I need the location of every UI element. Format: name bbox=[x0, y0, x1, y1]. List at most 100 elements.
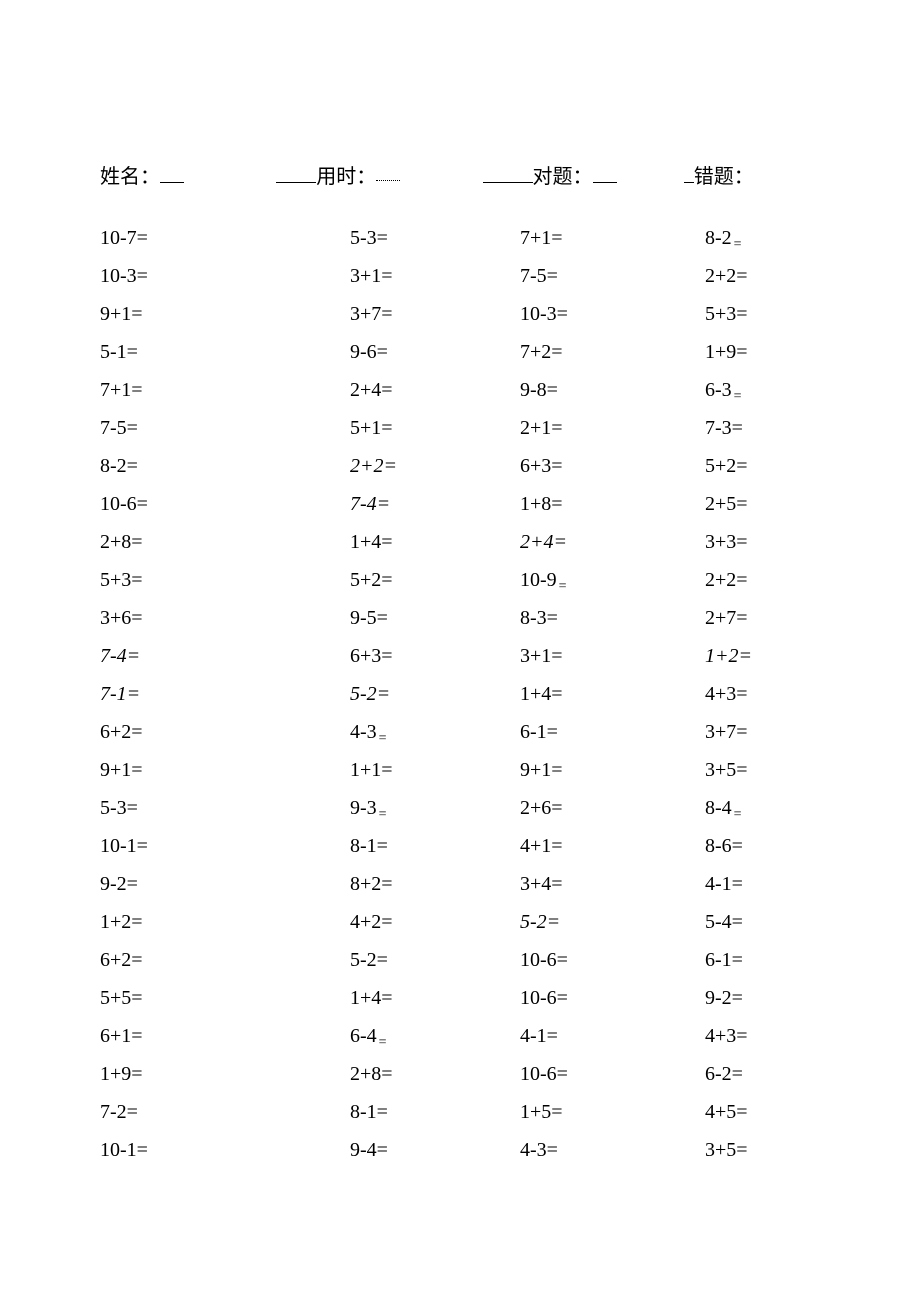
problem-cell: 2+4= bbox=[280, 371, 460, 409]
problem-cell: 2+5= bbox=[640, 485, 820, 523]
problem-text: 2+2= bbox=[350, 455, 397, 478]
problem-text: 9-2= bbox=[100, 873, 138, 896]
problem-cell: 6-3 bbox=[640, 371, 820, 409]
problem-text: 10-3= bbox=[520, 303, 568, 326]
problem-text: 2+7= bbox=[705, 607, 748, 630]
problem-cell: 5-3= bbox=[100, 789, 280, 827]
problem-text: 3+6= bbox=[100, 607, 143, 630]
problem-cell: 10-6= bbox=[100, 485, 280, 523]
time-field: 用时： bbox=[236, 160, 412, 189]
problem-cell: 3+1= bbox=[460, 637, 640, 675]
name-blank bbox=[160, 182, 184, 183]
problem-cell: 5-2= bbox=[460, 903, 640, 941]
problem-text: 10-6= bbox=[520, 1063, 568, 1086]
problem-text: 1+9= bbox=[100, 1063, 143, 1086]
problem-cell: 7+1= bbox=[100, 371, 280, 409]
problem-cell: 7+1= bbox=[460, 219, 640, 257]
problem-text: 1+5= bbox=[520, 1101, 563, 1124]
problem-text: 1+4= bbox=[350, 987, 393, 1010]
problem-cell: 9-6= bbox=[280, 333, 460, 371]
problem-cell: 2+4= bbox=[460, 523, 640, 561]
problem-text: 2+4= bbox=[350, 379, 393, 402]
problem-text: 5+1= bbox=[350, 417, 393, 440]
problem-cell: 7-5= bbox=[100, 409, 280, 447]
problem-text: 1+2= bbox=[705, 645, 752, 668]
problem-cell: 8-3= bbox=[460, 599, 640, 637]
problem-text: 7+2= bbox=[520, 341, 563, 364]
problem-cell: 2+8= bbox=[280, 1055, 460, 1093]
problem-text: 4+5= bbox=[705, 1101, 748, 1124]
problem-text: 3+7= bbox=[350, 303, 393, 326]
problem-text: 9+1= bbox=[520, 759, 563, 782]
wrong-blank-pre bbox=[684, 182, 694, 183]
problem-cell: 4-3= bbox=[460, 1131, 640, 1169]
problem-cell: 3+4= bbox=[460, 865, 640, 903]
problem-text: 3+1= bbox=[520, 645, 563, 668]
problem-cell: 2+7= bbox=[640, 599, 820, 637]
problem-cell: 6-1= bbox=[460, 713, 640, 751]
problem-text: 2+1= bbox=[520, 417, 563, 440]
problem-text: 7-5= bbox=[100, 417, 138, 440]
problem-text: 6+2= bbox=[100, 949, 143, 972]
problem-cell: 9-2= bbox=[640, 979, 820, 1017]
problem-cell: 2+2= bbox=[640, 257, 820, 295]
problem-text: 3+5= bbox=[705, 759, 748, 782]
problem-cell: 4-1= bbox=[640, 865, 820, 903]
problem-cell: 1+9= bbox=[100, 1055, 280, 1093]
problem-cell: 5+3= bbox=[100, 561, 280, 599]
problem-cell: 9+1= bbox=[100, 751, 280, 789]
problem-cell: 2+2= bbox=[280, 447, 460, 485]
problem-text: 7-1= bbox=[100, 683, 140, 706]
problem-cell: 10-3= bbox=[100, 257, 280, 295]
problem-text: 8-2 bbox=[705, 227, 740, 250]
problem-cell: 4-3 bbox=[280, 713, 460, 751]
problem-text: 9-6= bbox=[350, 341, 388, 364]
problem-cell: 3+7= bbox=[280, 295, 460, 333]
problem-cell: 3+5= bbox=[640, 751, 820, 789]
problem-text: 10-1= bbox=[100, 1139, 148, 1162]
problem-cell: 6+3= bbox=[280, 637, 460, 675]
problem-text: 1+2= bbox=[100, 911, 143, 934]
problem-text: 8-6= bbox=[705, 835, 743, 858]
problem-cell: 7-2= bbox=[100, 1093, 280, 1131]
problem-cell: 1+4= bbox=[280, 523, 460, 561]
problem-cell: 4+3= bbox=[640, 675, 820, 713]
wrong-label: 错题： bbox=[694, 166, 754, 188]
problem-text: 9+1= bbox=[100, 303, 143, 326]
problem-text: 6+3= bbox=[350, 645, 393, 668]
problem-cell: 8+2= bbox=[280, 865, 460, 903]
problem-text: 1+4= bbox=[350, 531, 393, 554]
problem-text: 6-1= bbox=[705, 949, 743, 972]
problem-text: 6-2= bbox=[705, 1063, 743, 1086]
problem-text: 8-4 bbox=[705, 797, 740, 820]
problem-text: 7-2= bbox=[100, 1101, 138, 1124]
problem-text: 3+7= bbox=[705, 721, 748, 744]
problem-text: 3+3= bbox=[705, 531, 748, 554]
problem-text: 10-7= bbox=[100, 227, 148, 250]
problem-cell: 6+3= bbox=[460, 447, 640, 485]
problem-cell: 8-1= bbox=[280, 1093, 460, 1131]
problem-cell: 8-1= bbox=[280, 827, 460, 865]
problem-text: 8+2= bbox=[350, 873, 393, 896]
problem-text: 2+8= bbox=[350, 1063, 393, 1086]
problem-cell: 2+2= bbox=[640, 561, 820, 599]
problem-text: 6-4 bbox=[350, 1025, 385, 1048]
problem-text: 9-8= bbox=[520, 379, 558, 402]
problem-cell: 6+2= bbox=[100, 713, 280, 751]
problem-text: 6+1= bbox=[100, 1025, 143, 1048]
problem-cell: 1+4= bbox=[280, 979, 460, 1017]
problem-cell: 1+2= bbox=[100, 903, 280, 941]
problem-text: 8-3= bbox=[520, 607, 558, 630]
problem-text: 4+1= bbox=[520, 835, 563, 858]
problem-text: 3+5= bbox=[705, 1139, 748, 1162]
problem-cell: 3+3= bbox=[640, 523, 820, 561]
problem-text: 4-1= bbox=[520, 1025, 558, 1048]
time-label: 用时： bbox=[316, 166, 376, 188]
problem-text: 6-3 bbox=[705, 379, 740, 402]
problem-cell: 3+7= bbox=[640, 713, 820, 751]
problem-cell: 10-1= bbox=[100, 827, 280, 865]
problems-grid: 10-7= 5-3= 7+1= 8-2 10-3= 3+1= 7-5= 2+2= 9+1= 3+7… bbox=[100, 219, 820, 1169]
problem-cell: 10-6= bbox=[460, 1055, 640, 1093]
problem-text: 9-4= bbox=[350, 1139, 388, 1162]
problem-cell: 7-3= bbox=[640, 409, 820, 447]
